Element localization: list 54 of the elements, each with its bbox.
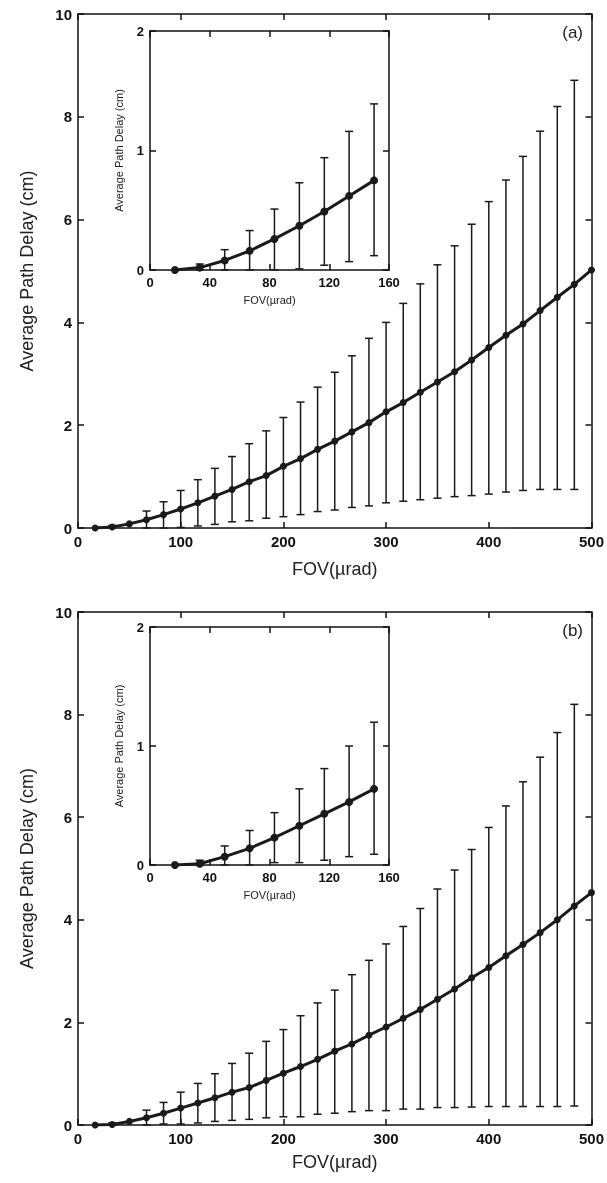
x-tick-label: 400 [476, 1130, 502, 1147]
point [125, 520, 133, 528]
y-tick-label: 0 [136, 262, 144, 278]
y-tick-label: 4 [63, 911, 73, 929]
point [170, 266, 179, 274]
y-axis-title: Average Path Delay (cm) [17, 768, 37, 969]
x-tick-label: 120 [318, 275, 341, 290]
y-axis-title: Average Path Delay (cm) [112, 89, 125, 212]
x-tick-label: 100 [168, 533, 194, 550]
x-tick-label: 300 [373, 533, 399, 550]
y-tick-label: 2 [136, 619, 144, 635]
x-tick-label: 0 [146, 275, 154, 290]
y-tick-label: 8 [63, 108, 72, 126]
x-axis-title: FOV(µrad) [292, 559, 378, 579]
y-tick-label: 10 [55, 603, 72, 621]
y-tick-label: 0 [136, 857, 144, 873]
y-tick-label: 8 [63, 706, 72, 724]
x-tick-label: 160 [378, 275, 400, 290]
x-tick-label: 160 [378, 870, 400, 885]
y-tick-label: 1 [136, 738, 144, 754]
annotation: (a) [562, 23, 583, 42]
x-tick-label: 300 [373, 1130, 399, 1147]
y-tick-label: 6 [63, 211, 72, 229]
y-tick-label: 2 [136, 23, 144, 39]
point [587, 889, 595, 897]
annotation: (b) [562, 621, 583, 640]
y-tick-label: 0 [63, 1116, 72, 1134]
x-tick-label: 200 [270, 1130, 296, 1147]
x-axis-title: FOV(µrad) [292, 1152, 378, 1172]
x-tick-label: 200 [270, 533, 296, 550]
y-tick-label: 1 [136, 143, 144, 158]
point [125, 1117, 133, 1125]
x-tick-label: 400 [476, 533, 502, 550]
point [170, 861, 179, 869]
y-axis-title: Average Path Delay (cm) [17, 170, 37, 372]
y-tick-label: 2 [63, 1013, 72, 1031]
x-tick-label: 40 [202, 870, 217, 885]
x-tick-label: 120 [318, 870, 341, 885]
x-tick-label: 80 [262, 870, 277, 885]
x-tick-label: 500 [578, 1130, 604, 1147]
x-tick-label: 100 [168, 1130, 194, 1147]
x-tick-label: 40 [202, 275, 217, 290]
x-tick-label: 0 [146, 870, 154, 885]
y-tick-label: 4 [63, 313, 73, 331]
y-tick-label: 10 [55, 5, 72, 23]
x-axis-title: FOV(µrad) [243, 293, 296, 306]
x-tick-label: 80 [262, 275, 277, 290]
y-tick-label: 0 [63, 519, 72, 537]
y-tick-label: 6 [63, 808, 72, 826]
x-tick-label: 500 [578, 533, 604, 550]
y-axis-title: Average Path Delay (cm) [112, 684, 125, 808]
point [587, 266, 595, 274]
y-tick-label: 2 [63, 416, 72, 434]
x-axis-title: FOV(µrad) [243, 888, 296, 901]
